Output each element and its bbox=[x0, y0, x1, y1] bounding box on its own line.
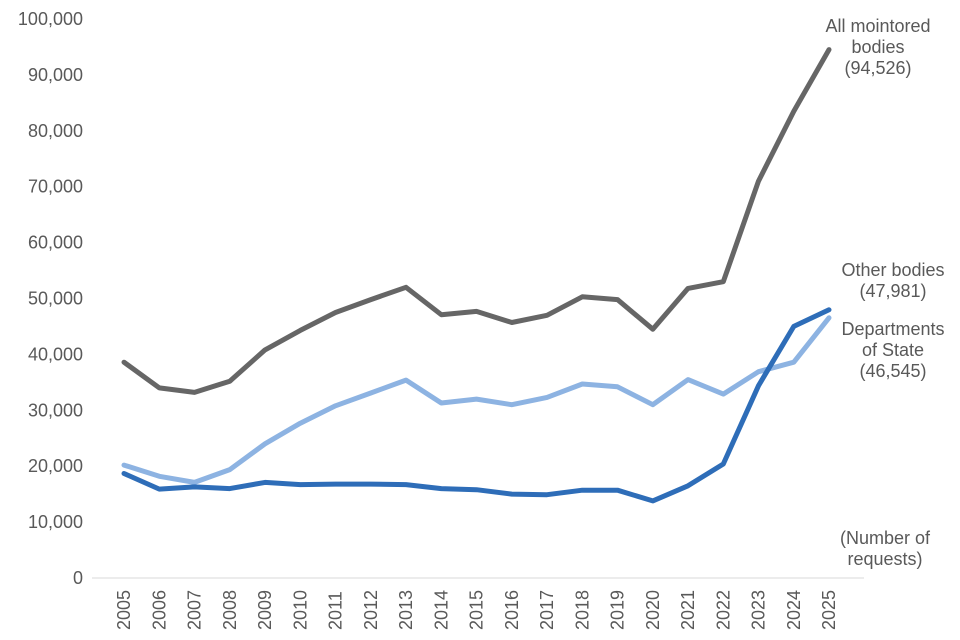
x-tick-label: 2015 bbox=[467, 590, 487, 630]
series-line bbox=[121, 315, 832, 485]
series-line bbox=[121, 47, 832, 395]
y-tick-label: 60,000 bbox=[28, 233, 83, 253]
y-tick-label: 90,000 bbox=[28, 65, 83, 85]
x-tick-label: 2022 bbox=[713, 590, 733, 630]
x-tick-label: 2005 bbox=[114, 590, 134, 630]
series-label: Other bodies (47,981) bbox=[841, 260, 944, 301]
x-tick-label: 2018 bbox=[572, 590, 592, 630]
x-tick-label: 2009 bbox=[255, 590, 275, 630]
y-tick-label: 40,000 bbox=[28, 344, 83, 364]
x-tick-label: 2016 bbox=[502, 590, 522, 630]
y-axis: 0 10,000 20,000 30,000 40,000 50,000 60,000 70,… bbox=[18, 9, 83, 588]
y-tick-label: 100,000 bbox=[18, 9, 83, 29]
y-tick-label: 70,000 bbox=[28, 177, 83, 197]
x-tick-label: 2013 bbox=[396, 590, 416, 630]
y-tick-label: 80,000 bbox=[28, 121, 83, 141]
x-tick-label: 2023 bbox=[749, 590, 769, 630]
x-tick-label: 2011 bbox=[326, 591, 346, 630]
x-tick-label: 2007 bbox=[185, 590, 205, 630]
units-note: (Number of requests) bbox=[840, 528, 931, 569]
x-tick-label: 2017 bbox=[537, 590, 557, 630]
x-tick-label: 2006 bbox=[149, 590, 169, 630]
y-tick-label: 0 bbox=[73, 568, 83, 588]
y-tick-label: 30,000 bbox=[28, 400, 83, 420]
x-tick-label: 2014 bbox=[431, 590, 451, 630]
x-tick-label: 2025 bbox=[819, 590, 839, 630]
y-tick-label: 20,000 bbox=[28, 456, 83, 476]
series-labels: All mointored bodies (94,526) Other bodies(… bbox=[825, 16, 944, 381]
x-tick-label: 2010 bbox=[290, 590, 310, 630]
series-label: Departments of State (46,545) bbox=[841, 319, 944, 381]
series-layer bbox=[121, 47, 832, 504]
x-tick-label: 2020 bbox=[643, 590, 663, 630]
series-line bbox=[121, 307, 832, 504]
y-tick-label: 10,000 bbox=[28, 512, 83, 532]
x-tick-label: 2012 bbox=[361, 590, 381, 630]
x-tick-label: 2019 bbox=[608, 590, 628, 630]
unit-annotation: (Number of requests) bbox=[840, 528, 931, 569]
series-label: All mointored bodies (94,526) bbox=[825, 16, 930, 78]
x-axis: 2005 2006 2007 2008 2009 2010 2011 2012 2013 2014… bbox=[92, 577, 864, 630]
x-tick-label: 2021 bbox=[678, 590, 698, 630]
x-tick-label: 2024 bbox=[784, 590, 804, 630]
x-tick-label: 2008 bbox=[220, 590, 240, 630]
y-tick-label: 50,000 bbox=[28, 289, 83, 309]
